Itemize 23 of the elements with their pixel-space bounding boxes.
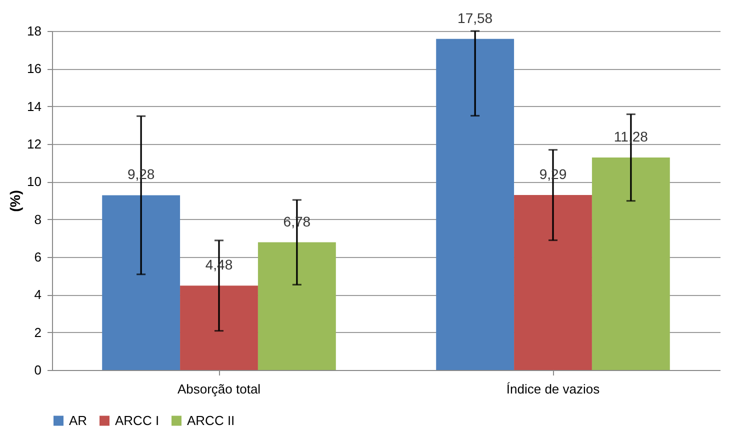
y-tick-label: 8 — [34, 212, 42, 227]
y-tick-label: 4 — [34, 287, 42, 302]
bar — [436, 38, 514, 370]
bar — [258, 242, 336, 370]
y-axis-title: (%) — [7, 190, 24, 212]
legend-label: ARCC I — [115, 412, 160, 428]
bar — [180, 286, 258, 370]
x-tick-label: Índice de vazios — [506, 382, 600, 396]
x-tick-label: Absorção total — [177, 382, 261, 396]
y-tick-label: 18 — [27, 24, 42, 38]
y-tick-label: 16 — [27, 61, 42, 76]
bar — [514, 195, 592, 370]
legend-label: AR — [69, 412, 88, 428]
data-label: 17,58 — [458, 10, 493, 26]
bar — [592, 158, 670, 370]
bar — [102, 195, 180, 370]
y-tick-label: 10 — [27, 174, 42, 190]
y-tick-label: 6 — [34, 250, 42, 264]
y-tick-label: 12 — [27, 136, 42, 152]
y-tick-label: 14 — [27, 98, 42, 114]
legend-label: ARCC II — [187, 412, 235, 428]
y-tick-label: 0 — [34, 362, 42, 378]
y-tick-label: 2 — [34, 324, 42, 340]
